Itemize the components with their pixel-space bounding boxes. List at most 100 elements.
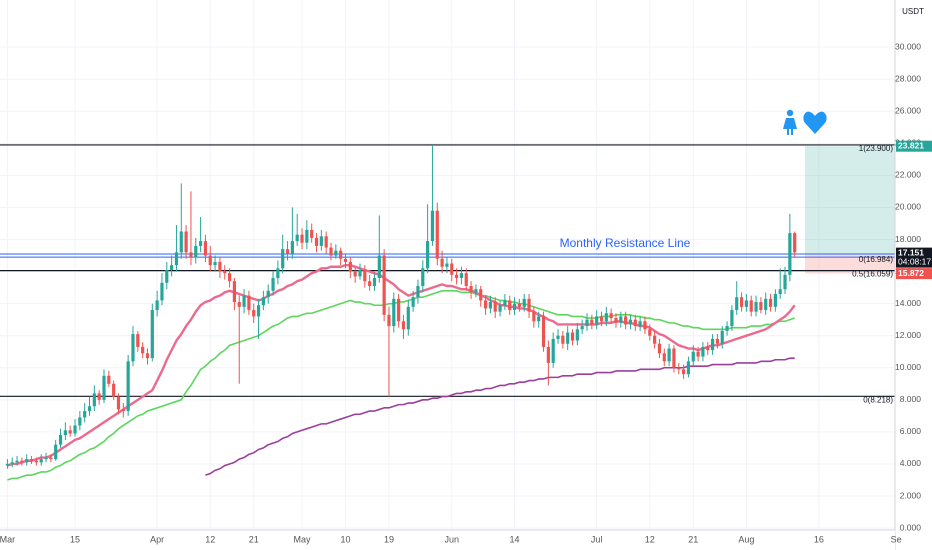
candle-body bbox=[566, 332, 570, 344]
candle-body bbox=[237, 302, 241, 307]
indicator-line bbox=[205, 357, 795, 476]
x-tick-label: 21 bbox=[249, 534, 259, 544]
candle-body bbox=[773, 294, 777, 307]
candle-body bbox=[469, 286, 473, 293]
candle-body bbox=[131, 334, 135, 362]
candle-body bbox=[691, 351, 695, 362]
candle-body bbox=[189, 252, 193, 258]
unit-label: USDT bbox=[902, 7, 924, 16]
candle-body bbox=[459, 273, 464, 278]
candle-body bbox=[44, 457, 48, 460]
candle-body bbox=[368, 281, 372, 287]
candle-body bbox=[657, 343, 662, 354]
candle-body bbox=[339, 250, 343, 259]
candle-body bbox=[599, 316, 604, 322]
candle-body bbox=[561, 335, 565, 344]
countdown-label: 04:08:17 bbox=[898, 256, 931, 266]
x-tick-label: 16 bbox=[814, 534, 824, 544]
candle-body bbox=[271, 277, 275, 291]
x-tick-label: 10 bbox=[340, 534, 350, 544]
candle-body bbox=[532, 311, 536, 322]
candle-body bbox=[261, 297, 265, 306]
candle-body bbox=[570, 332, 575, 341]
candle-body bbox=[78, 417, 82, 426]
candle-body bbox=[334, 250, 338, 256]
y-tick-label: 30.000 bbox=[895, 41, 921, 51]
x-tick-label: Se bbox=[891, 534, 902, 544]
candle-body bbox=[778, 289, 782, 295]
candle-body bbox=[406, 306, 410, 330]
candle-body bbox=[619, 316, 623, 323]
candle-body bbox=[213, 261, 217, 266]
candle-body bbox=[667, 348, 671, 362]
candle-body bbox=[764, 298, 768, 311]
candle-body bbox=[5, 463, 9, 466]
x-tick-label: Mar bbox=[0, 534, 15, 544]
emoji-icons bbox=[783, 109, 827, 135]
y-tick-label: 28.000 bbox=[895, 73, 921, 83]
candle-body bbox=[397, 298, 401, 322]
y-tick-label: 14.000 bbox=[895, 298, 921, 308]
candle-body bbox=[445, 263, 449, 267]
candle-body bbox=[430, 210, 435, 242]
candle-body bbox=[15, 460, 19, 463]
candle-body bbox=[788, 233, 792, 275]
indicator-lines bbox=[7, 263, 796, 481]
candle-body bbox=[97, 393, 101, 400]
x-tick-label: Aug bbox=[738, 534, 754, 544]
candle-body bbox=[276, 268, 280, 278]
candle-body bbox=[87, 406, 92, 412]
candle-body bbox=[541, 316, 546, 347]
candle-body bbox=[730, 310, 734, 327]
x-tick-label: 21 bbox=[688, 534, 698, 544]
candle-body bbox=[628, 319, 633, 325]
position-loss-zone bbox=[805, 254, 895, 274]
candle-body bbox=[348, 261, 352, 272]
x-tick-label: Jul bbox=[591, 534, 603, 544]
candle-body bbox=[556, 335, 560, 339]
candle-body bbox=[483, 300, 488, 309]
candle-body bbox=[585, 319, 589, 327]
candle-body bbox=[252, 310, 256, 317]
x-tick-label: May bbox=[294, 534, 312, 544]
candle-body bbox=[696, 351, 700, 357]
candle-body bbox=[112, 383, 116, 397]
candles bbox=[5, 144, 797, 469]
candle-body bbox=[488, 302, 492, 309]
candle-body bbox=[677, 367, 681, 370]
y-tick-label: 20.000 bbox=[895, 202, 921, 212]
candle-body bbox=[343, 258, 348, 262]
candle-body bbox=[720, 330, 724, 344]
candle-body bbox=[701, 346, 705, 357]
candle-body bbox=[537, 316, 541, 322]
candle-body bbox=[10, 462, 14, 464]
candle-body bbox=[454, 274, 459, 278]
candle-body bbox=[199, 241, 203, 246]
y-tick-label: 0.000 bbox=[900, 522, 922, 532]
candle-body bbox=[155, 300, 159, 311]
y-tick-label: 6.000 bbox=[900, 426, 922, 436]
candle-body bbox=[682, 369, 686, 375]
candle-body bbox=[440, 258, 444, 267]
candle-body bbox=[595, 316, 599, 325]
candle-body bbox=[29, 459, 34, 461]
candle-body bbox=[633, 319, 637, 327]
resistance-label: Monthly Resistance Line bbox=[560, 236, 691, 250]
candle-body bbox=[58, 435, 63, 445]
time-axis-bg bbox=[0, 530, 895, 550]
y-tick-label: 8.000 bbox=[900, 394, 922, 404]
candle-body bbox=[715, 338, 720, 344]
candle-body bbox=[107, 375, 111, 384]
candle-body bbox=[141, 346, 145, 354]
candle-body bbox=[662, 353, 666, 362]
candle-body bbox=[450, 263, 454, 275]
candle-body bbox=[377, 255, 381, 278]
candle-body bbox=[401, 321, 406, 330]
candle-body bbox=[392, 298, 396, 327]
candle-body bbox=[92, 393, 96, 407]
candle-body bbox=[363, 269, 367, 282]
woman-icon bbox=[783, 109, 797, 135]
candle-body bbox=[706, 346, 710, 351]
candle-body bbox=[208, 255, 212, 266]
